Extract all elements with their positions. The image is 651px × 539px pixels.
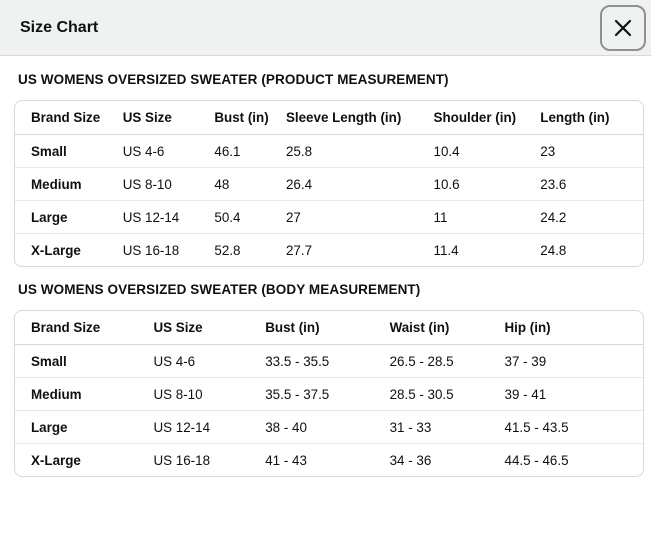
- table-cell: 24.2: [524, 201, 643, 234]
- table-cell: US 16-18: [122, 242, 180, 258]
- column-header: Hip (in): [488, 311, 643, 345]
- table-row: Medium US 8-10 35.5 - 37.5 28.5 - 30.5 39 - …: [15, 378, 643, 411]
- table-cell: 11: [417, 201, 525, 234]
- table-cell: 23: [524, 135, 643, 168]
- row-header-cell: Small: [15, 345, 138, 378]
- table-row: Large US 12-14 50.4 27 11 24.2: [15, 201, 643, 234]
- modal-title: Size Chart: [20, 18, 99, 36]
- row-header-cell: Medium: [15, 378, 138, 411]
- column-header: Sleeve Length (in): [269, 101, 418, 135]
- table-header-row: Brand Size US Size Bust (in) Sleeve Length …: [15, 101, 643, 135]
- table-cell: 31 - 33: [373, 411, 489, 444]
- table-cell: 26.5 - 28.5: [373, 345, 489, 378]
- column-header: Brand Size: [15, 311, 138, 345]
- column-header: US Size: [137, 311, 250, 345]
- table-cell: 26.4: [269, 168, 418, 201]
- row-header-cell: X-Large: [31, 242, 81, 258]
- row-header-cell: Small: [15, 135, 107, 168]
- close-button[interactable]: [600, 4, 646, 51]
- table-cell: 41 - 43: [265, 452, 307, 468]
- table-row: Medium US 8-10 48 26.4 10.6 23.6: [15, 168, 643, 201]
- table-cell: US 8-10: [106, 168, 199, 201]
- column-header: US Size: [106, 101, 199, 135]
- close-icon: [613, 18, 633, 38]
- table-cell: 35.5 - 37.5: [249, 378, 374, 411]
- table-cell: 41.5 - 43.5: [488, 411, 643, 444]
- row-header-cell: Medium: [15, 168, 107, 201]
- table-cell: 50.4: [198, 201, 270, 234]
- body-measurement-table: Brand Size US Size Bust (in) Waist (in) Hip …: [15, 311, 643, 476]
- table-cell: US 16-18: [153, 452, 211, 468]
- row-header-cell: Large: [15, 201, 107, 234]
- table-cell: 10.4: [417, 135, 525, 168]
- table-cell: US 8-10: [137, 378, 250, 411]
- row-header-cell: X-Large: [31, 452, 81, 468]
- table-cell: 52.8: [214, 242, 241, 258]
- table-cell: 33.5 - 35.5: [249, 345, 374, 378]
- table-cell: 10.6: [417, 168, 525, 201]
- table-cell: 44.5 - 46.5: [504, 452, 569, 468]
- table-cell: 27: [269, 201, 418, 234]
- table-cell: 37 - 39: [488, 345, 643, 378]
- column-header: Waist (in): [373, 311, 489, 345]
- table-cell: 28.5 - 30.5: [373, 378, 489, 411]
- table-cell: US 4-6: [137, 345, 250, 378]
- table-cell: 34 - 36: [389, 452, 432, 468]
- table-row: X-Large US 16-18 52.8 27.7 11.4 24.8: [15, 234, 643, 266]
- table-cell: 24.8: [540, 242, 567, 258]
- table-header-row: Brand Size US Size Bust (in) Waist (in) Hip …: [15, 311, 643, 345]
- section-title-body-measurement: US WOMENS OVERSIZED SWEATER (BODY MEASUR…: [18, 282, 421, 297]
- modal-header: Size Chart: [0, 0, 651, 56]
- table-cell: 46.1: [198, 135, 270, 168]
- table-row: X-Large US 16-18 41 - 43 34 - 36 44.5 - 46.5: [15, 444, 643, 476]
- column-header: Bust (in): [198, 101, 270, 135]
- table-cell: 38 - 40: [249, 411, 374, 444]
- column-header: Bust (in): [249, 311, 374, 345]
- table-cell: 25.8: [269, 135, 418, 168]
- size-table-body-measurement: Brand Size US Size Bust (in) Waist (in) Hip …: [14, 310, 644, 477]
- table-cell: 48: [198, 168, 270, 201]
- table-cell: 23.6: [524, 168, 643, 201]
- table-cell: 27.7: [285, 242, 313, 258]
- column-header: Shoulder (in): [417, 101, 525, 135]
- table-cell: 39 - 41: [488, 378, 643, 411]
- table-cell: US 12-14: [106, 201, 199, 234]
- table-row: Small US 4-6 33.5 - 35.5 26.5 - 28.5 37 - 39: [15, 345, 643, 378]
- table-cell: US 12-14: [137, 411, 250, 444]
- product-measurement-table: Brand Size US Size Bust (in) Sleeve Length …: [15, 101, 643, 266]
- row-header-cell: Large: [15, 411, 138, 444]
- size-table-product-measurement: Brand Size US Size Bust (in) Sleeve Length …: [14, 100, 644, 267]
- column-header: Brand Size: [15, 101, 107, 135]
- table-row: Large US 12-14 38 - 40 31 - 33 41.5 - 43.5: [15, 411, 643, 444]
- table-row: Small US 4-6 46.1 25.8 10.4 23: [15, 135, 643, 168]
- table-cell: US 4-6: [106, 135, 199, 168]
- section-title-product-measurement: US WOMENS OVERSIZED SWEATER (PRODUCT MEA…: [18, 72, 449, 87]
- table-cell: 11.4: [433, 242, 459, 258]
- column-header: Length (in): [524, 101, 643, 135]
- modal-body: US WOMENS OVERSIZED SWEATER (PRODUCT MEA…: [0, 72, 651, 477]
